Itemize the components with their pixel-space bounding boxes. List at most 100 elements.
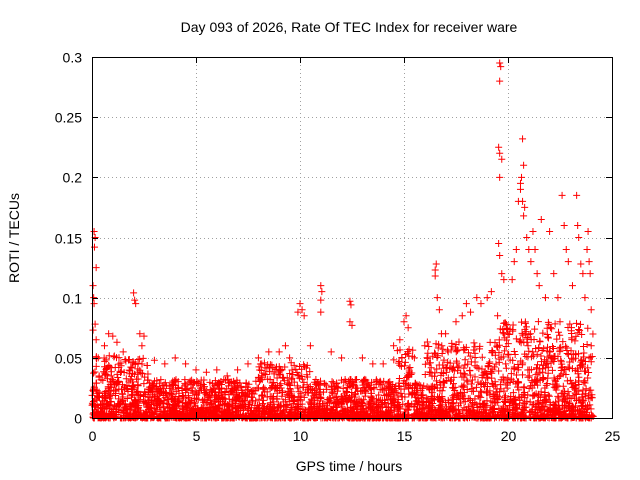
data-point (500, 276, 508, 284)
data-point (563, 350, 571, 358)
data-point (447, 377, 455, 385)
data-point (255, 395, 263, 403)
data-point (123, 381, 131, 389)
data-point (549, 400, 557, 408)
data-point (270, 368, 278, 376)
data-point (117, 385, 125, 393)
data-point (236, 407, 244, 415)
data-point (358, 354, 366, 362)
data-point (451, 391, 459, 399)
data-point (179, 392, 187, 400)
data-point (546, 324, 554, 332)
data-point (418, 384, 426, 392)
data-point (315, 388, 323, 396)
data-point (546, 352, 554, 360)
data-point (298, 306, 306, 314)
data-point (290, 396, 298, 404)
data-point (138, 342, 146, 350)
data-point (448, 395, 456, 403)
data-point (496, 381, 504, 389)
data-point (317, 282, 325, 290)
data-point (572, 332, 580, 340)
data-point (544, 333, 552, 341)
data-point (92, 264, 100, 272)
data-point (167, 390, 175, 398)
data-point (333, 404, 341, 412)
data-point (121, 400, 129, 408)
data-point (226, 402, 234, 410)
data-point (473, 363, 481, 371)
data-point (498, 155, 506, 163)
data-point (478, 374, 486, 382)
data-point (283, 402, 291, 410)
data-point (506, 379, 514, 387)
data-point (406, 364, 414, 372)
data-point (513, 378, 521, 386)
data-point (107, 383, 115, 391)
data-point (414, 410, 422, 418)
data-point (300, 378, 308, 386)
data-point (364, 410, 372, 418)
data-point (307, 399, 315, 407)
data-point (440, 379, 448, 387)
data-point (110, 352, 118, 360)
data-point (568, 330, 576, 338)
data-point (585, 386, 593, 394)
data-point (545, 392, 553, 400)
data-point (458, 312, 466, 320)
data-point (464, 378, 472, 386)
data-point (377, 413, 385, 421)
data-point (206, 386, 214, 394)
data-point (536, 338, 544, 346)
data-point (303, 373, 311, 381)
data-point (557, 364, 565, 372)
data-point (234, 366, 242, 374)
data-point (307, 411, 315, 419)
data-point (505, 350, 513, 358)
data-point (421, 371, 429, 379)
data-point (268, 379, 276, 387)
data-point (581, 357, 589, 365)
data-point (247, 388, 255, 396)
data-point (523, 234, 531, 241)
data-point (493, 342, 501, 350)
data-point (418, 398, 426, 406)
data-point (352, 405, 360, 413)
data-point (279, 398, 287, 406)
data-point (314, 397, 322, 405)
data-point (496, 149, 504, 157)
data-point (93, 410, 101, 418)
data-point (288, 366, 296, 374)
data-point (530, 335, 538, 343)
data-point (186, 400, 194, 408)
data-point (275, 371, 283, 379)
data-point (132, 300, 140, 308)
data-point (303, 361, 311, 369)
data-point (334, 383, 342, 391)
data-point (334, 387, 342, 395)
data-point (402, 351, 410, 359)
data-point (211, 377, 219, 385)
data-point (375, 391, 383, 399)
data-point (330, 400, 338, 408)
data-point (566, 358, 574, 366)
data-point (182, 401, 190, 409)
data-point (572, 350, 580, 358)
data-point (542, 397, 550, 405)
data-point (134, 387, 142, 395)
data-point (103, 404, 111, 412)
data-point (421, 342, 429, 350)
data-point (461, 398, 469, 406)
data-point (504, 351, 512, 359)
data-point (559, 404, 567, 412)
data-point (538, 347, 546, 355)
chart-title: Day 093 of 2026, Rate Of TEC Index for r… (181, 19, 518, 35)
data-point (267, 414, 275, 422)
data-point (345, 382, 353, 390)
y-tick-label: 0.1 (63, 291, 83, 307)
data-point (444, 346, 452, 354)
data-point (140, 332, 148, 340)
data-point (476, 387, 484, 395)
data-point (273, 389, 281, 397)
data-point (499, 402, 507, 410)
